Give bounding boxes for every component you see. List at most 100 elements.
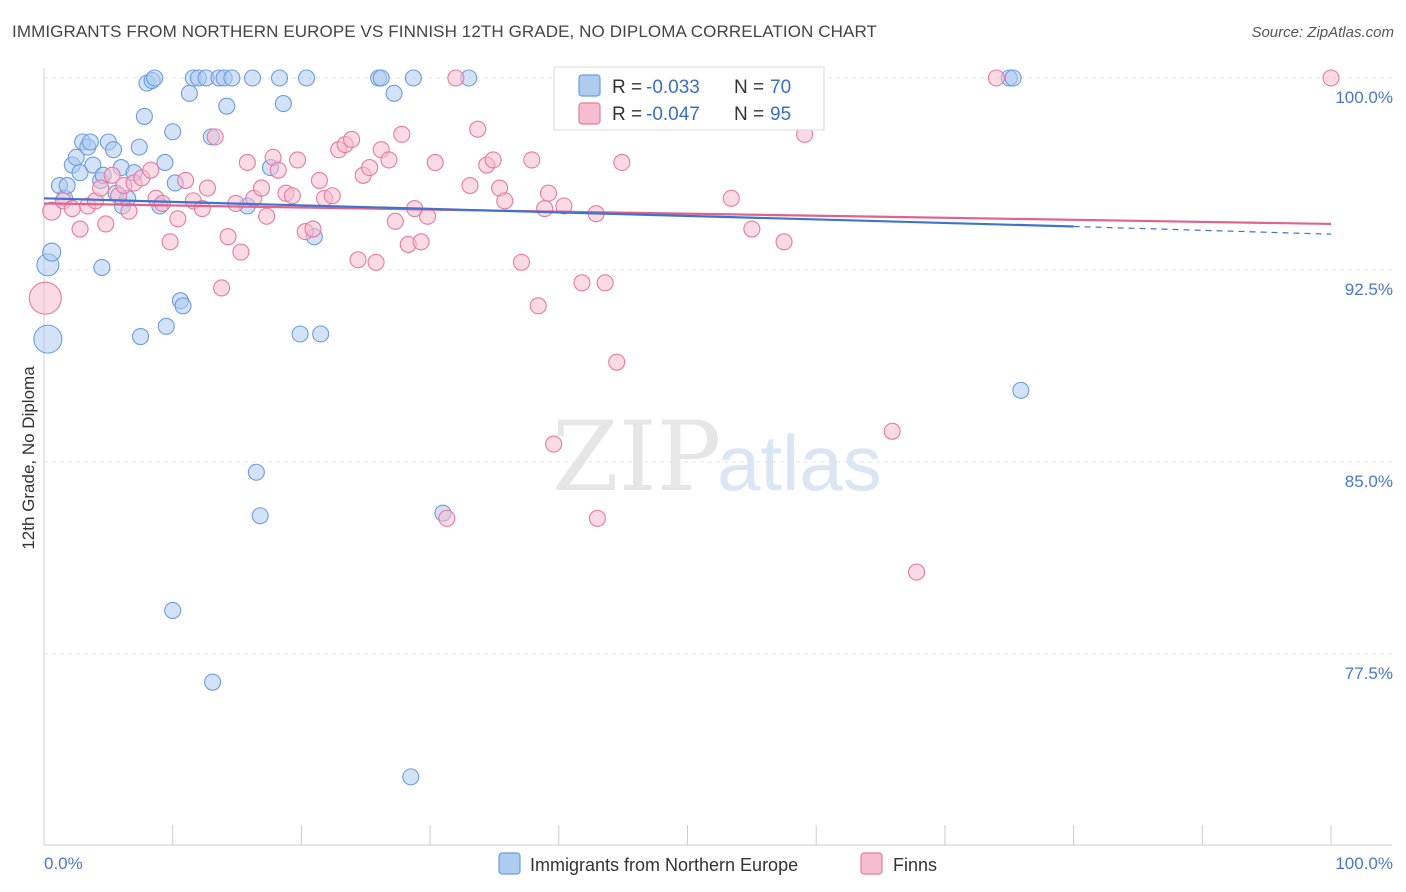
point-immigrants-52 — [312, 325, 330, 343]
point-finns-4 — [71, 220, 89, 238]
point-immigrants-26 — [146, 69, 164, 87]
trend-lines — [43, 197, 1332, 235]
point-immigrants-22 — [130, 138, 148, 156]
point-finns-67 — [512, 253, 531, 271]
point-immigrants-33 — [180, 84, 198, 102]
legend-r-value-1: -0.033 — [646, 77, 700, 98]
point-immigrants-11 — [81, 133, 99, 151]
point-immigrants-55 — [385, 84, 403, 102]
trend-line-finns — [43, 202, 1332, 226]
point-finns-60 — [447, 69, 465, 87]
point-immigrants-64 — [204, 673, 222, 691]
point-immigrants-28 — [156, 153, 174, 172]
point-finns-51 — [380, 151, 398, 169]
legend-r-label-2: R = — [612, 104, 642, 125]
point-immigrants-41 — [223, 69, 241, 87]
axes — [43, 68, 1392, 846]
point-finns-36 — [283, 187, 301, 205]
bottom-legend-swatch-finns — [860, 852, 883, 875]
point-immigrants-23 — [135, 107, 153, 125]
chart-title: IMMIGRANTS FROM NORTHERN EUROPE VS FINNI… — [12, 22, 878, 41]
point-finns-88 — [775, 233, 793, 251]
point-finns-9 — [103, 166, 121, 184]
x-tick-labels: 0.0% 100.0% — [44, 854, 1393, 873]
point-immigrants-47 — [270, 69, 289, 87]
point-finns-52 — [386, 212, 404, 230]
point-finns-48 — [361, 159, 379, 177]
point-finns-91 — [883, 422, 901, 440]
point-finns-64 — [484, 151, 502, 169]
point-finns-46 — [349, 251, 367, 269]
point-immigrants-69 — [1004, 69, 1022, 87]
point-finns-19 — [169, 210, 187, 228]
point-finns-20 — [177, 171, 195, 189]
point-finns-59 — [438, 509, 456, 527]
point-finns-23 — [198, 179, 216, 197]
legend-n-label-2: N = — [734, 104, 764, 125]
series-immigrants-points — [33, 69, 1030, 786]
point-finns-49 — [367, 253, 385, 271]
point-immigrants-43 — [243, 69, 262, 87]
trend-line-immigrants-extension — [1073, 225, 1332, 235]
point-immigrants-45 — [251, 507, 269, 525]
y-axis-label: 12th Grade, No Diploma — [19, 366, 38, 550]
point-finns-56 — [412, 233, 430, 251]
point-immigrants-61 — [157, 317, 175, 335]
point-immigrants-50 — [297, 69, 316, 87]
chart-source: Source: ZipAtlas.com — [1251, 24, 1394, 41]
legend-n-value-2: 95 — [770, 104, 791, 125]
point-immigrants-40 — [218, 97, 236, 115]
point-finns-39 — [304, 220, 322, 238]
point-immigrants-62 — [93, 258, 111, 276]
watermark-zip: ZIP — [552, 401, 721, 513]
watermark: ZIP atlas — [552, 401, 882, 513]
point-finns-69 — [529, 297, 547, 315]
point-immigrants-48 — [274, 95, 292, 113]
point-finns-40 — [310, 171, 328, 189]
watermark-atlas: atlas — [717, 419, 882, 507]
point-immigrants-60 — [131, 328, 150, 346]
point-finns-93 — [987, 69, 1005, 87]
point-finns-53 — [393, 125, 411, 143]
point-finns-70 — [536, 200, 554, 218]
point-finns-1 — [42, 201, 62, 221]
bottom-legend-swatch-immigrants — [498, 852, 521, 875]
legend-r-label-1: R = — [612, 77, 642, 98]
point-finns-37 — [288, 151, 307, 169]
trend-line-immigrants — [43, 197, 1074, 228]
point-finns-82 — [588, 509, 606, 527]
grid-lines — [44, 77, 1392, 655]
point-finns-75 — [573, 274, 591, 292]
point-finns-73 — [555, 197, 573, 215]
point-immigrants-8 — [71, 164, 89, 182]
legend-r-value-2: -0.047 — [646, 104, 700, 125]
point-finns-80 — [608, 353, 626, 371]
point-finns-29 — [238, 153, 256, 172]
y-tick-label-2: 92.5% — [1345, 280, 1393, 299]
point-immigrants-2 — [42, 242, 62, 262]
point-finns-72 — [545, 435, 563, 453]
point-finns-25 — [213, 279, 231, 297]
point-finns-12 — [120, 202, 138, 220]
point-finns-79 — [596, 274, 614, 292]
legend-n-label-1: N = — [734, 77, 764, 98]
point-finns-28 — [232, 243, 250, 261]
point-finns-15 — [142, 161, 160, 179]
point-finns-45 — [343, 130, 361, 148]
point-finns-68 — [523, 151, 541, 169]
legend-swatch-finns — [578, 102, 601, 125]
point-immigrants-68 — [1012, 381, 1030, 399]
bottom-legend-label-finns: Finns — [893, 855, 937, 875]
point-finns-0 — [28, 281, 62, 315]
point-finns-58 — [426, 153, 444, 172]
point-finns-22 — [193, 200, 211, 218]
point-immigrants-12 — [84, 156, 102, 174]
y-tick-labels: 77.5% 85.0% 92.5% 100.0% — [1335, 88, 1393, 683]
point-finns-8 — [97, 215, 115, 233]
point-finns-92 — [908, 563, 926, 581]
point-finns-24 — [206, 128, 224, 146]
point-immigrants-44 — [247, 463, 265, 481]
point-immigrants-5 — [58, 176, 76, 195]
y-tick-label-1: 85.0% — [1345, 472, 1393, 491]
